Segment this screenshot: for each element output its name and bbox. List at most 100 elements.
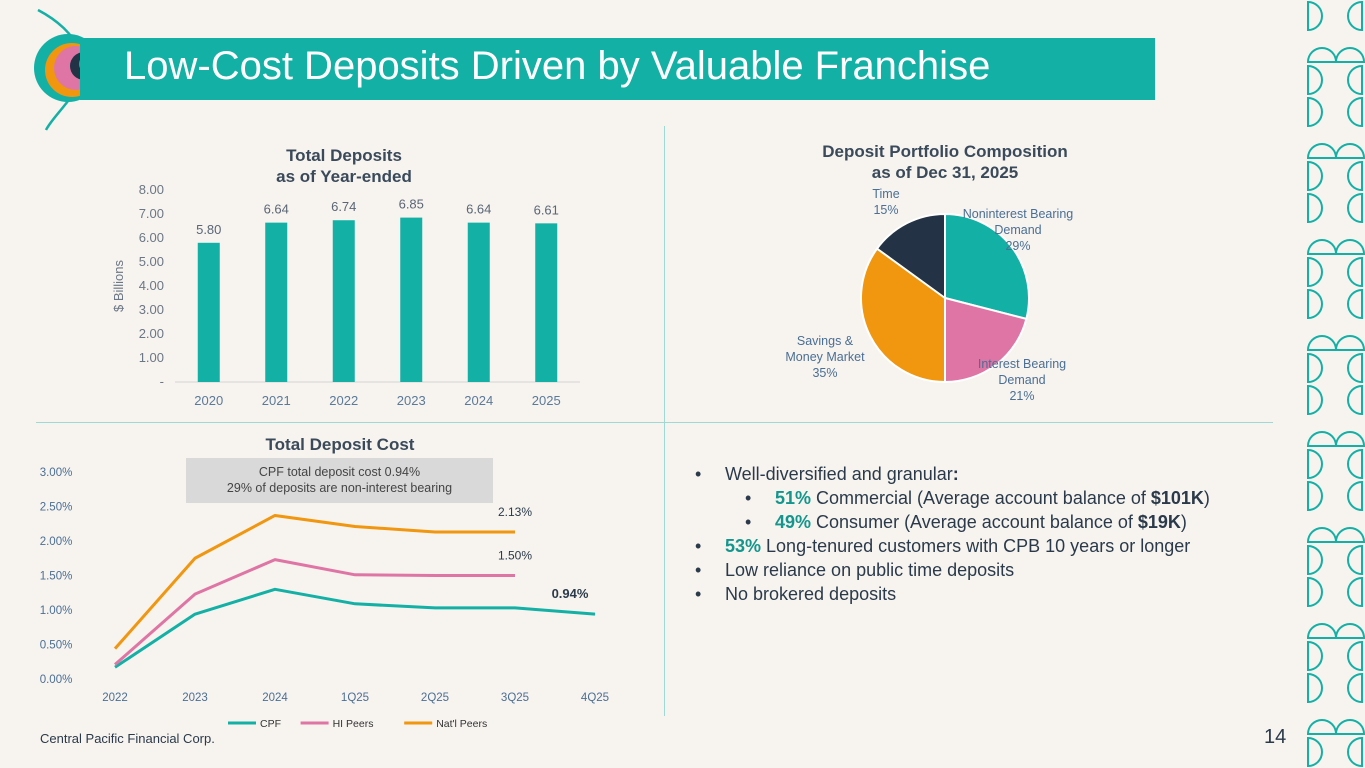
bar-x-tick: 2020 [194, 393, 223, 408]
bar-2024 [467, 222, 490, 382]
footer-company: Central Pacific Financial Corp. [40, 731, 215, 746]
pie-chart-title-line2: as of Dec 31, 2025 [871, 163, 1019, 182]
deposit-cost-line-chart: 0.00% 0.50% 1.00% 1.50% 2.00% 2.50% 3.00% 2022 2… [40, 467, 609, 730]
deco-shape [1306, 47, 1338, 63]
deco-row [1307, 640, 1363, 672]
deco-shape [1347, 640, 1363, 672]
deco-row [1307, 288, 1363, 320]
deco-shape [1334, 335, 1365, 351]
line-x-tick: 2024 [262, 692, 288, 704]
bar-2021 [265, 222, 288, 382]
line-x-tick: 2022 [102, 692, 128, 704]
line-data-label: 2.13% [498, 505, 532, 519]
deco-row [1307, 96, 1363, 128]
page-number: 14 [1264, 726, 1287, 748]
deco-row [1307, 0, 1363, 32]
deco-row [1306, 431, 1365, 447]
deposit-composition-pie-chart: Noninterest Bearing Demand 29% Interest Bea… [785, 187, 1074, 403]
deco-shape [1307, 672, 1323, 704]
pie-label-0: Noninterest Bearing Demand 29% [963, 207, 1074, 253]
bar-x-tick: 2025 [532, 393, 561, 408]
deco-shape [1307, 0, 1323, 32]
deco-shape [1347, 160, 1363, 192]
deco-shape [1347, 384, 1363, 416]
deco-shape [1307, 64, 1323, 96]
deco-shape [1347, 480, 1363, 512]
deco-shape [1307, 288, 1323, 320]
legend-item-2: Nat'l Peers [404, 718, 487, 730]
pie-label-line: Demand [998, 373, 1045, 387]
pie-label-line: 29% [1005, 239, 1030, 253]
bar-y-tick: 6.00 [139, 230, 164, 245]
deco-shape [1307, 640, 1323, 672]
line-y-tick: 0.00% [40, 674, 72, 686]
bullet-diversified: • Well-diversified and granular: [695, 464, 959, 484]
pie-label-line: Money Market [785, 350, 865, 364]
pie-label-3: Time 15% [872, 187, 899, 217]
deco-shape [1334, 239, 1365, 255]
deco-row [1306, 527, 1365, 543]
deco-row [1307, 480, 1363, 512]
pie-label-line: Time [872, 187, 899, 201]
deco-row [1307, 736, 1363, 768]
bar-2020 [197, 242, 220, 382]
pie-slice-1 [944, 296, 1028, 384]
deco-shape [1347, 736, 1363, 768]
pie-slice-2 [860, 247, 946, 384]
line-data-label: 0.94% [552, 586, 589, 601]
deco-shape [1334, 719, 1365, 735]
title-bar: Low-Cost Deposits Driven by Valuable Fra… [80, 38, 1155, 100]
bullet-brokered: • No brokered deposits [695, 584, 897, 604]
pie-chart-title: Deposit Portfolio Composition as of Dec … [770, 141, 1120, 183]
legend-label: Nat'l Peers [436, 718, 487, 730]
pie-label-line: Demand [994, 223, 1041, 237]
bullet-public-deposits: • Low reliance on public time deposits [695, 560, 1015, 580]
bar-2023 [400, 217, 423, 382]
deco-row [1307, 544, 1363, 576]
line-y-tick: 1.50% [40, 571, 72, 583]
bar-2025 [535, 223, 558, 382]
deco-row [1306, 239, 1365, 255]
bar-chart-title: Total Deposits as of Year-ended [204, 145, 484, 187]
deco-shape [1306, 719, 1338, 735]
bar-data-label: 6.85 [399, 197, 424, 212]
bar-chart-title-line1: Total Deposits [286, 146, 402, 165]
deco-shape [1347, 256, 1363, 288]
deco-row [1307, 576, 1363, 608]
deco-shape [1307, 256, 1323, 288]
deco-row [1307, 672, 1363, 704]
deco-shape [1307, 480, 1323, 512]
deco-shape [1306, 431, 1338, 447]
line-series-CPF [114, 587, 596, 669]
deco-shape [1307, 384, 1323, 416]
bar-y-tick: 3.00 [139, 302, 164, 317]
bar-2022 [332, 220, 355, 382]
deco-shape [1307, 352, 1323, 384]
deco-row [1307, 256, 1363, 288]
page-title: Low-Cost Deposits Driven by Valuable Fra… [124, 44, 991, 88]
deco-shape [1334, 143, 1365, 159]
deco-shape [1347, 192, 1363, 224]
line-x-tick: 2023 [182, 692, 208, 704]
line-series-Nat'l Peers [113, 513, 515, 650]
legend-item-0: CPF [228, 718, 281, 730]
deco-shape [1334, 47, 1365, 63]
bullet-commercial: • 51% Commercial (Average account balance… [745, 488, 1210, 508]
deco-shape [1307, 736, 1323, 768]
bar-y-tick: - [160, 374, 164, 389]
bar-data-label: 6.64 [264, 202, 289, 217]
pie-label-line: 35% [812, 366, 837, 380]
pie-slice-0 [944, 212, 1030, 321]
bar-y-tick: 4.00 [139, 278, 164, 293]
pie-label-line: Interest Bearing [978, 357, 1066, 371]
deco-shape [1307, 544, 1323, 576]
pie-slice-3 [875, 212, 946, 300]
deco-row [1306, 143, 1365, 159]
deco-row [1307, 352, 1363, 384]
bar-chart-title-line2: as of Year-ended [276, 167, 412, 186]
bar-x-tick: 2023 [397, 393, 426, 408]
line-y-tick: 0.50% [40, 640, 72, 652]
decorative-pattern-icon [1306, 0, 1365, 768]
deco-row [1307, 64, 1363, 96]
bar-y-tick: 5.00 [139, 254, 164, 269]
